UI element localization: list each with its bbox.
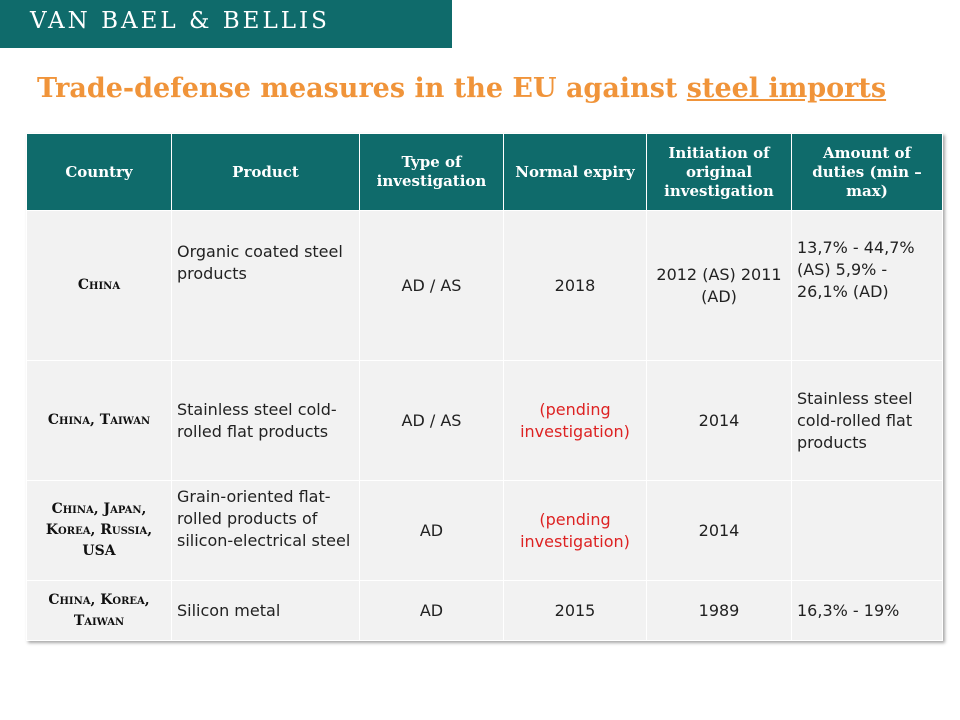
cell-product: Stainless steel cold-rolled flat product… <box>171 360 360 481</box>
table-row: China Organic coated steel products AD /… <box>26 210 943 361</box>
cell-type: AD <box>359 480 504 581</box>
brand-logo: VAN BAEL & BELLIS <box>30 8 330 34</box>
header-row: Country Product Type of investigation No… <box>26 133 943 211</box>
cell-amount: Stainless steel cold-rolled flat product… <box>791 360 943 481</box>
brand-bar: VAN BAEL & BELLIS <box>0 0 452 48</box>
cell-product: Grain-oriented flat-rolled products of s… <box>171 480 360 581</box>
title-underlined: steel imports <box>686 73 887 104</box>
header-product: Product <box>171 133 360 211</box>
cell-country: China, Taiwan <box>26 360 172 481</box>
cell-expiry: 2018 <box>503 210 647 361</box>
header-type: Type of investigation <box>359 133 504 211</box>
cell-expiry: 2015 <box>503 580 647 641</box>
cell-amount: 13,7% - 44,7% (AS) 5,9% - 26,1% (AD) <box>791 210 943 361</box>
cell-initiation: 1989 <box>646 580 792 641</box>
cell-type: AD <box>359 580 504 641</box>
table-row: China, Taiwan Stainless steel cold-rolle… <box>26 360 943 481</box>
header-country: Country <box>26 133 172 211</box>
cell-expiry: (pending investigation) <box>503 360 647 481</box>
cell-type: AD / AS <box>359 210 504 361</box>
cell-country: China, Japan, Korea, Russia, USA <box>26 480 172 581</box>
cell-initiation: 2014 <box>646 360 792 481</box>
header-initiation: Initiation of original investigation <box>646 133 792 211</box>
cell-type: AD / AS <box>359 360 504 481</box>
cell-amount: 16,3% - 19% <box>791 580 943 641</box>
title-prefix: Trade-defense measures in the EU against <box>37 73 687 104</box>
slide-title: Trade-defense measures in the EU against… <box>37 73 886 104</box>
cell-initiation: 2012 (AS) 2011 (AD) <box>646 210 792 361</box>
cell-product: Silicon metal <box>171 580 360 641</box>
cell-product: Organic coated steel products <box>171 210 360 361</box>
table-row: China, Korea, Taiwan Silicon metal AD 20… <box>26 580 943 641</box>
cell-country: China, Korea, Taiwan <box>26 580 172 641</box>
cell-expiry: (pending investigation) <box>503 480 647 581</box>
trade-measures-table: Country Product Type of investigation No… <box>26 133 943 641</box>
header-expiry: Normal expiry <box>503 133 647 211</box>
table-row: China, Japan, Korea, Russia, USA Grain-o… <box>26 480 943 581</box>
cell-country: China <box>26 210 172 361</box>
header-amount: Amount of duties (min – max) <box>791 133 943 211</box>
cell-amount <box>791 480 943 581</box>
cell-initiation: 2014 <box>646 480 792 581</box>
